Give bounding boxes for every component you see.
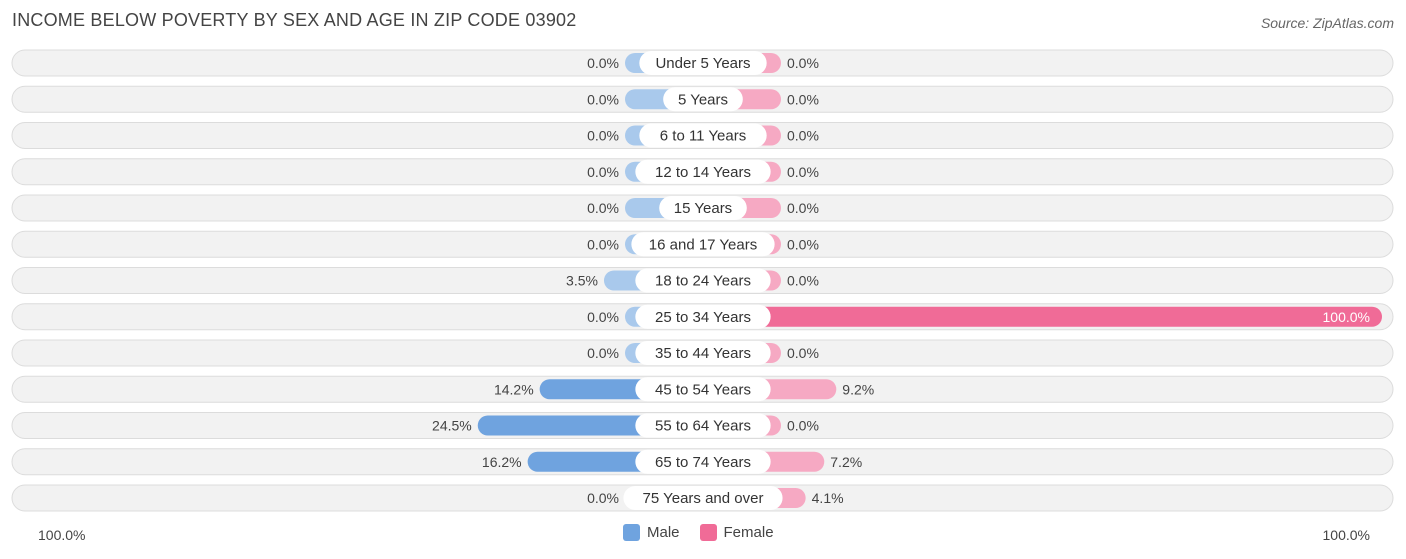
- male-value-label: 0.0%: [587, 236, 619, 252]
- chart-row: 16 and 17 Years 0.0% 0.0%: [11, 230, 1394, 258]
- female-value-label: 0.0%: [787, 418, 819, 434]
- chart-row: 45 to 54 Years 14.2% 9.2%: [11, 375, 1394, 403]
- category-label: 65 to 74 Years: [655, 454, 751, 471]
- chart-row: Under 5 Years 0.0% 0.0%: [11, 49, 1394, 77]
- chart-row: 75 Years and over 0.0% 4.1%: [11, 484, 1394, 512]
- legend-item-male: Male: [623, 524, 680, 541]
- male-value-label: 0.0%: [587, 345, 619, 361]
- category-label: 35 to 44 Years: [655, 345, 751, 362]
- category-pill: [635, 449, 771, 474]
- category-label: 25 to 34 Years: [655, 309, 751, 326]
- category-label: 12 to 14 Years: [655, 164, 751, 181]
- female-value-label: 9.2%: [842, 381, 874, 397]
- chart-row: 65 to 74 Years 16.2% 7.2%: [11, 448, 1394, 476]
- male-value-label: 3.5%: [566, 273, 598, 289]
- category-pill: [635, 413, 771, 438]
- female-value-label: 0.0%: [787, 164, 819, 180]
- category-pill: [639, 51, 767, 75]
- chart-row: 15 Years 0.0% 0.0%: [11, 194, 1394, 222]
- legend-swatch-female: [699, 524, 717, 541]
- male-value-label: 24.5%: [432, 418, 472, 434]
- female-value-label: 0.0%: [787, 273, 819, 289]
- category-pill: [631, 232, 775, 257]
- category-pill: [635, 268, 771, 293]
- category-label: Under 5 Years: [655, 55, 750, 72]
- legend-swatch-male: [623, 524, 640, 541]
- male-value-label: 0.0%: [587, 128, 619, 144]
- legend-item-female: Female: [699, 524, 774, 541]
- female-value-label: 0.0%: [787, 128, 819, 144]
- female-value-label: 0.0%: [787, 200, 819, 216]
- category-label: 6 to 11 Years: [660, 128, 746, 145]
- legend-label-male: Male: [647, 524, 680, 541]
- male-value-label: 16.2%: [482, 454, 522, 470]
- category-pill: [639, 123, 767, 148]
- male-value-label: 0.0%: [587, 490, 619, 506]
- legend-label-female: Female: [723, 524, 774, 541]
- female-value-label: 100.0%: [1323, 309, 1370, 325]
- category-pill: [635, 159, 771, 184]
- category-label: 15 Years: [674, 200, 732, 217]
- female-bar: [703, 306, 1382, 327]
- category-label: 45 to 54 Years: [655, 381, 751, 398]
- category-label: 75 Years and over: [643, 490, 764, 507]
- category-label: 5 Years: [678, 91, 728, 108]
- male-value-label: 0.0%: [587, 164, 619, 180]
- axis-label-left: 100.0%: [38, 527, 86, 543]
- male-value-label: 0.0%: [587, 200, 619, 216]
- category-label: 55 to 64 Years: [655, 418, 751, 435]
- category-pill: [635, 377, 771, 402]
- category-pill: [659, 196, 747, 220]
- legend: Male Female: [623, 524, 794, 541]
- chart-row: 55 to 64 Years 24.5% 0.0%: [11, 412, 1394, 439]
- male-value-label: 14.2%: [494, 381, 534, 397]
- chart-title: INCOME BELOW POVERTY BY SEX AND AGE IN Z…: [12, 10, 577, 30]
- category-label: 18 to 24 Years: [655, 273, 751, 290]
- female-value-label: 0.0%: [787, 55, 819, 71]
- chart-row: 12 to 14 Years 0.0% 0.0%: [11, 158, 1394, 186]
- female-value-label: 0.0%: [787, 236, 819, 252]
- axis-label-right: 100.0%: [1322, 527, 1370, 543]
- chart-source: Source: ZipAtlas.com: [1260, 15, 1394, 31]
- category-pill: [635, 341, 771, 365]
- category-pill: [635, 304, 771, 329]
- male-value-label: 0.0%: [587, 55, 619, 71]
- chart-row: 18 to 24 Years 3.5% 0.0%: [11, 267, 1394, 294]
- female-value-label: 0.0%: [787, 345, 819, 361]
- chart-row: 5 Years 0.0% 0.0%: [11, 85, 1394, 113]
- category-pill: [663, 87, 743, 112]
- female-value-label: 7.2%: [830, 454, 862, 470]
- male-value-label: 0.0%: [587, 91, 619, 107]
- chart-row: 35 to 44 Years 0.0% 0.0%: [11, 339, 1394, 367]
- chart-row: 6 to 11 Years 0.0% 0.0%: [11, 122, 1394, 149]
- male-value-label: 0.0%: [587, 309, 619, 325]
- female-value-label: 4.1%: [812, 490, 844, 506]
- female-value-label: 0.0%: [787, 91, 819, 107]
- chart-row: 25 to 34 Years 0.0% 100.0%: [11, 303, 1394, 331]
- category-pill: [623, 486, 783, 510]
- category-label: 16 and 17 Years: [649, 236, 757, 253]
